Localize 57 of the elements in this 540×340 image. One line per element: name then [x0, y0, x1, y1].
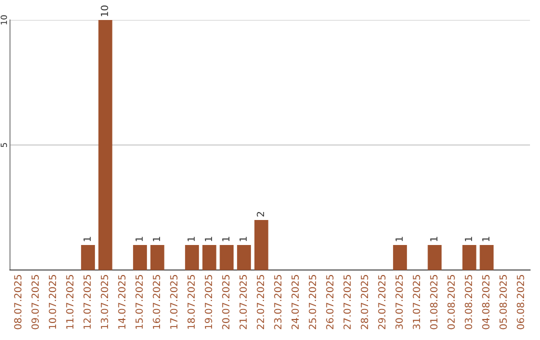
data-label: 1 — [152, 236, 160, 242]
bar — [393, 245, 407, 270]
x-tick-label: 28.07.2025 — [360, 275, 368, 330]
x-tick-label: 10.07.2025 — [48, 275, 56, 329]
x-tick-label: 17.07.2025 — [170, 275, 178, 329]
x-tick-label: 01.08.2025 — [430, 275, 438, 330]
bar — [237, 245, 251, 270]
y-tick-label: 5 — [0, 143, 7, 148]
bar — [133, 245, 147, 270]
x-tick-label: 18.07.2025 — [187, 275, 195, 329]
x-tick-label: 27.07.2025 — [343, 275, 351, 330]
x-tick-label: 23.07.2025 — [274, 275, 282, 330]
data-label: 1 — [188, 236, 195, 242]
x-tick-label: 06.08.2025 — [516, 275, 524, 330]
data-label: 1 — [204, 236, 212, 242]
bar — [462, 245, 476, 270]
bar — [98, 20, 112, 270]
x-tick-label: 22.07.2025 — [256, 275, 264, 330]
data-label: 1 — [240, 236, 247, 242]
x-tick-label: 21.07.2025 — [239, 275, 247, 330]
data-label: 2 — [256, 212, 264, 217]
x-tick-label: 15.07.2025 — [135, 275, 143, 329]
bar — [202, 245, 216, 270]
x-tick-label: 04.08.2025 — [482, 275, 490, 330]
data-label: 1 — [396, 236, 403, 242]
x-tick-label: 05.08.2025 — [499, 275, 507, 330]
bar — [254, 220, 268, 270]
x-tick-label: 16.07.2025 — [152, 275, 160, 329]
x-tick-label: 11.07.2025 — [66, 275, 74, 329]
bar — [81, 245, 95, 270]
x-tick-label: 13.07.2025 — [100, 275, 108, 329]
data-label: 1 — [482, 236, 490, 242]
x-tick-label: 29.07.2025 — [378, 275, 386, 330]
bar — [220, 245, 234, 270]
bar — [185, 245, 199, 270]
bar — [428, 245, 442, 270]
x-tick-label: 26.07.2025 — [326, 275, 334, 330]
data-label: 1 — [136, 236, 143, 242]
bar — [480, 245, 494, 270]
x-tick-label: 25.07.2025 — [308, 275, 316, 330]
x-tick-label: 24.07.2025 — [291, 275, 299, 330]
bar — [150, 245, 164, 270]
data-label: 1 — [84, 236, 91, 242]
data-label: 1 — [430, 236, 438, 242]
data-label: 10 — [100, 5, 108, 16]
x-tick-label: 14.07.2025 — [118, 275, 126, 329]
x-tick-label: 30.07.2025 — [395, 275, 403, 330]
x-tick-label: 31.07.2025 — [412, 275, 420, 330]
x-tick-label: 12.07.2025 — [83, 275, 91, 329]
x-tick-label: 03.08.2025 — [464, 275, 472, 330]
data-label: 1 — [464, 236, 472, 242]
x-tick-label: 19.07.2025 — [204, 275, 212, 329]
data-label: 1 — [222, 236, 230, 242]
x-tick-label: 08.07.2025 — [14, 275, 22, 330]
x-tick-label: 02.08.2025 — [447, 275, 455, 330]
x-tick-label: 09.07.2025 — [31, 275, 39, 330]
x-tick-label: 20.07.2025 — [222, 275, 230, 330]
